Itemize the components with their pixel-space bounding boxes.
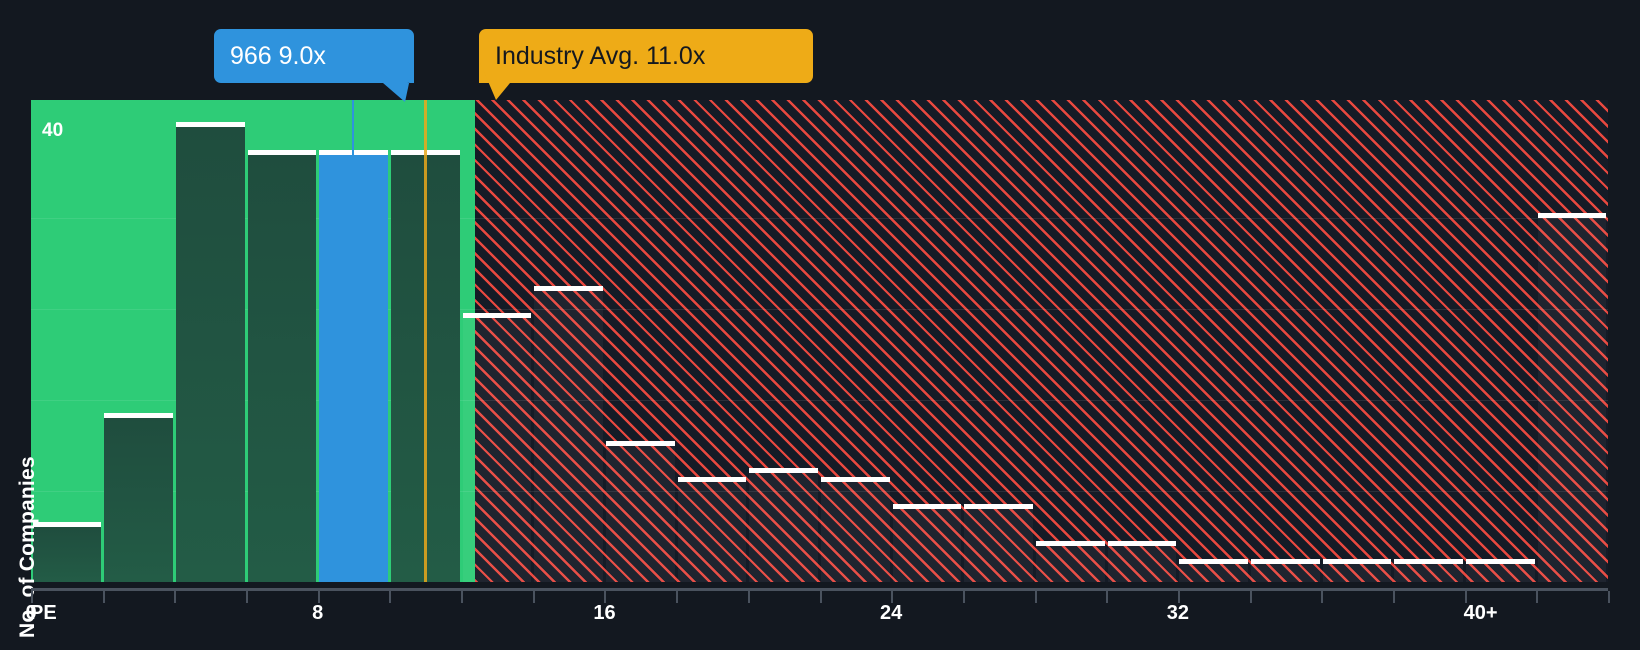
x-axis-tick: [1106, 591, 1109, 603]
y-axis-tick-40: 40: [42, 120, 64, 141]
x-axis-tick-label: 40+: [1463, 602, 1498, 624]
x-axis-title: PE: [30, 602, 57, 624]
bar-cap: [247, 149, 317, 155]
industry-average-tooltip-label: Industry Avg. 11.0x: [495, 41, 706, 70]
x-axis-tick: [317, 591, 320, 603]
selected-company-tooltip[interactable]: 966 9.0x: [214, 29, 414, 83]
bar[interactable]: [1179, 558, 1249, 582]
x-axis-tick: [1536, 591, 1539, 603]
x-axis-tick: [604, 591, 607, 603]
x-axis-tick: [819, 591, 822, 603]
x-axis-tick: [246, 591, 249, 603]
bar[interactable]: [605, 440, 675, 582]
x-axis-tick: [1464, 591, 1467, 603]
industry-average-line: [423, 100, 427, 582]
x-axis-line: [31, 588, 1608, 591]
gridline: [31, 218, 1608, 220]
x-axis-tick-label: 0: [25, 602, 37, 624]
bar-cap: [1466, 558, 1535, 564]
x-axis-tick: [1177, 591, 1180, 603]
x-axis-tick: [891, 591, 894, 603]
x-axis-tick-label: 8: [312, 602, 324, 624]
x-axis-tick: [174, 591, 177, 603]
bar-cap: [1036, 540, 1105, 546]
selected-company-tooltip-label: 966 9.0x: [230, 41, 326, 70]
bar-cap: [175, 122, 245, 128]
bar[interactable]: [247, 149, 317, 582]
plot-area: [31, 100, 1608, 582]
bar[interactable]: [821, 476, 890, 582]
x-axis-tick: [1392, 591, 1395, 603]
bar[interactable]: [892, 504, 962, 582]
bar-cap: [1251, 558, 1320, 564]
x-axis-tick: [102, 591, 105, 603]
bar[interactable]: [1036, 540, 1105, 582]
bar-cap: [892, 504, 962, 510]
bar[interactable]: [462, 313, 532, 582]
bar[interactable]: [104, 413, 173, 582]
bar[interactable]: [534, 285, 603, 582]
x-axis-tick: [962, 591, 965, 603]
bar-cap: [821, 476, 890, 482]
bar[interactable]: [32, 522, 102, 582]
x-axis-tick-label: 24: [880, 602, 903, 624]
x-axis-tick: [389, 591, 392, 603]
industry-average-tooltip[interactable]: Industry Avg. 11.0x: [479, 29, 813, 83]
gridline: [31, 491, 1608, 493]
bar-cap: [104, 413, 173, 419]
x-axis-tick: [1321, 591, 1324, 603]
bar-cap: [749, 467, 818, 473]
bar-cap: [1179, 558, 1249, 564]
bar-cap: [1107, 540, 1177, 546]
x-axis-tick: [1608, 591, 1610, 603]
bar-cap: [32, 522, 102, 528]
bar[interactable]: [1394, 558, 1464, 582]
bar[interactable]: [1466, 558, 1535, 582]
x-axis-tick: [1034, 591, 1037, 603]
x-axis-tick-label: 32: [1166, 602, 1190, 624]
bar-cap: [1322, 558, 1392, 564]
selected-company-line: [352, 100, 355, 155]
bar[interactable]: [175, 122, 245, 582]
bar[interactable]: [1537, 213, 1607, 582]
bar-cap: [462, 313, 532, 319]
bar-cap: [1537, 213, 1607, 219]
x-axis-tick: [532, 591, 535, 603]
bar-cap: [605, 440, 675, 446]
bar-cap: [677, 476, 747, 482]
bar-selected[interactable]: [319, 149, 388, 582]
bar[interactable]: [749, 467, 818, 582]
bar-cap: [534, 285, 603, 291]
bar[interactable]: [677, 476, 747, 582]
bar[interactable]: [1107, 540, 1177, 582]
gridline: [31, 400, 1608, 402]
overvalued-zone: [475, 100, 1608, 582]
bar[interactable]: [1251, 558, 1320, 582]
x-axis-tick: [676, 591, 679, 603]
x-axis-tick: [461, 591, 464, 603]
x-axis-tick: [1249, 591, 1252, 603]
x-axis-tick: [747, 591, 750, 603]
x-axis-tick: [31, 591, 33, 603]
gridline: [31, 309, 1608, 311]
bar-cap: [964, 504, 1034, 510]
x-axis-tick-label: 16: [593, 602, 616, 624]
bar[interactable]: [1322, 558, 1392, 582]
bar[interactable]: [964, 504, 1034, 582]
bar-cap: [1394, 558, 1464, 564]
